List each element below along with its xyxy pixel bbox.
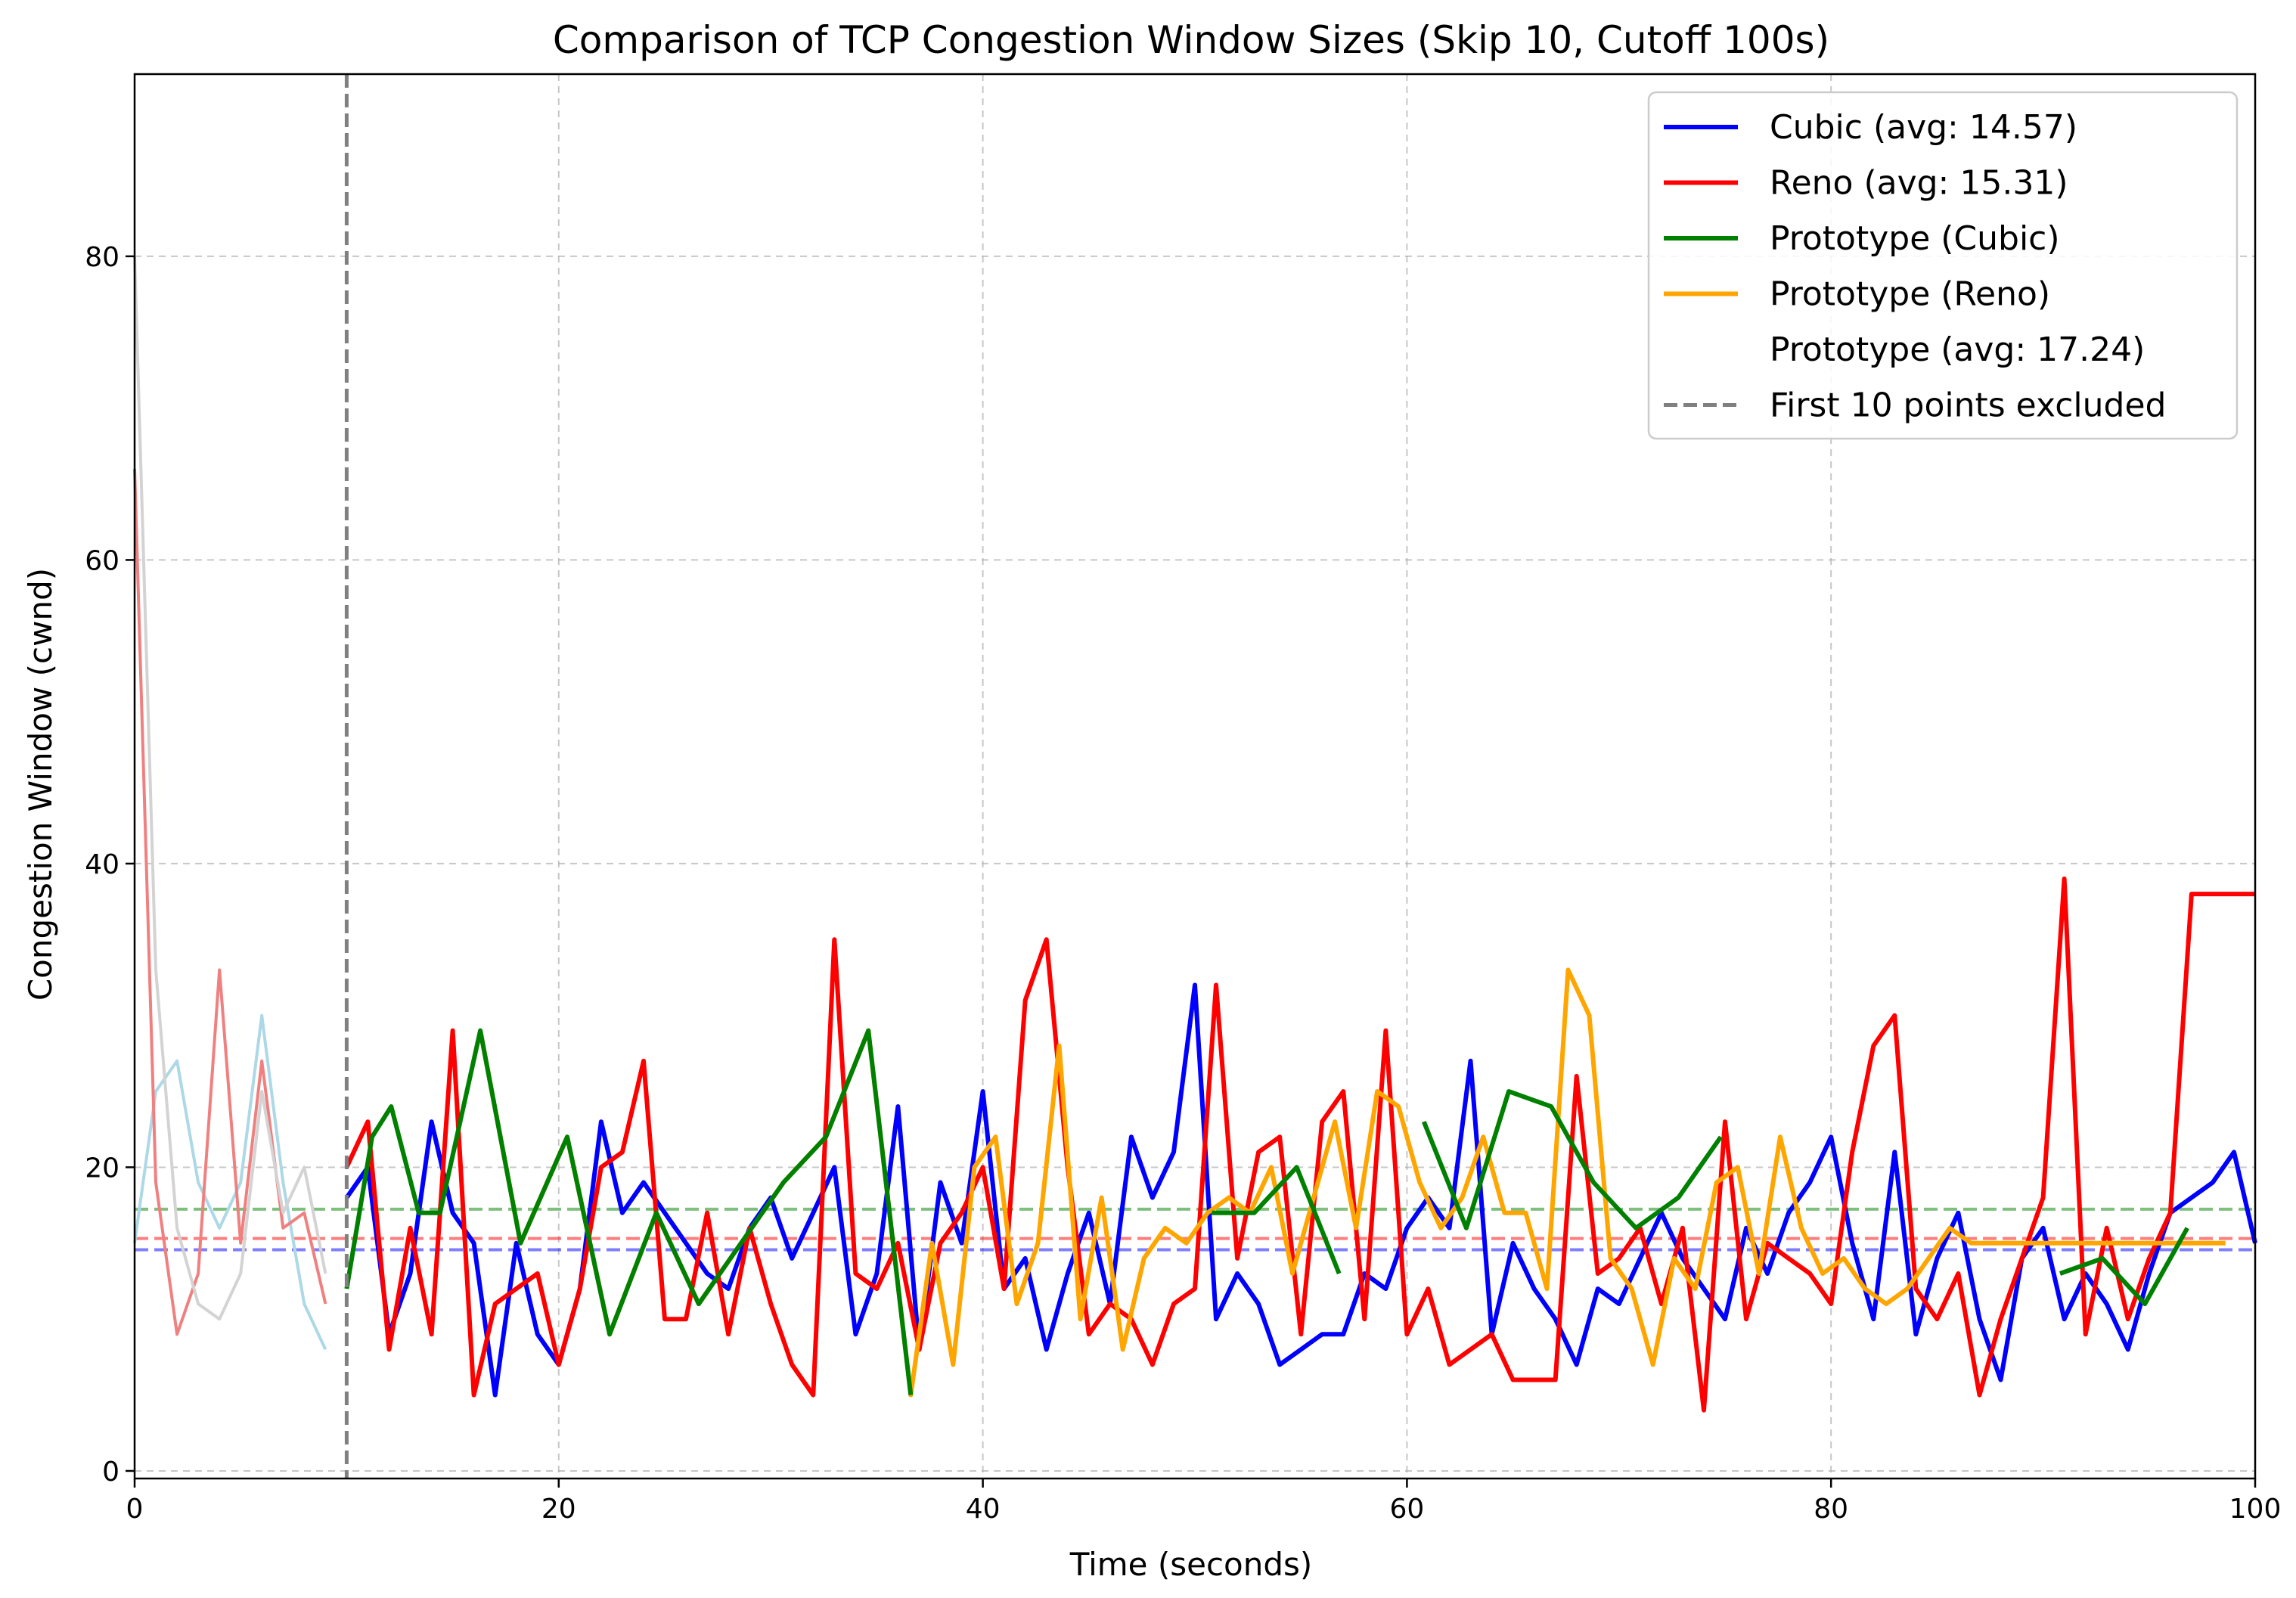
series-line-reno: [344, 877, 2255, 1413]
x-tick-label: 20: [541, 1494, 576, 1525]
excluded-series: [133, 256, 327, 1351]
excluded-line: [133, 256, 327, 1321]
x-tick-label: 60: [1389, 1494, 1424, 1525]
series-line-cubic: [344, 982, 2257, 1398]
y-tick-label: 40: [85, 849, 119, 880]
x-tick-label: 40: [966, 1494, 1001, 1525]
legend-label: Reno (avg: 15.31): [1770, 164, 2068, 203]
legend-label: Prototype (Reno): [1770, 275, 2050, 314]
x-tick-label: 0: [126, 1494, 144, 1525]
series-line-prototype-cubic: [344, 1028, 2189, 1395]
axis-ticks: 0 20 40 60 80 100 0 20 40 60 80: [85, 242, 2281, 1525]
series-line-prototype-reno: [478, 967, 2226, 1398]
excluded-line: [133, 468, 327, 1336]
legend: Cubic (avg: 14.57) Reno (avg: 15.31) Proto…: [1647, 91, 2239, 440]
y-axis-label: Congestion Window (cwnd): [22, 568, 59, 1001]
plot-frame: [133, 73, 2257, 1480]
y-tick-label: 60: [85, 545, 119, 576]
y-tick-label: 80: [85, 242, 119, 273]
legend-label: Prototype (avg: 17.24): [1770, 330, 2145, 369]
excluded-line: [133, 1013, 327, 1351]
x-tick-label: 100: [2229, 1494, 2282, 1525]
x-axis-label: Time (seconds): [1069, 1546, 1313, 1583]
y-tick-label: 20: [85, 1153, 119, 1184]
legend-label: Prototype (Cubic): [1770, 219, 2060, 258]
chart-title: Comparison of TCP Congestion Window Size…: [553, 18, 1829, 62]
data-series: [344, 877, 2257, 1413]
legend-label: First 10 points excluded: [1770, 386, 2166, 425]
y-tick-label: 0: [102, 1457, 119, 1488]
legend-box: [1647, 91, 2239, 440]
x-tick-label: 80: [1814, 1494, 1848, 1525]
legend-label: Cubic (avg: 14.57): [1770, 108, 2077, 147]
